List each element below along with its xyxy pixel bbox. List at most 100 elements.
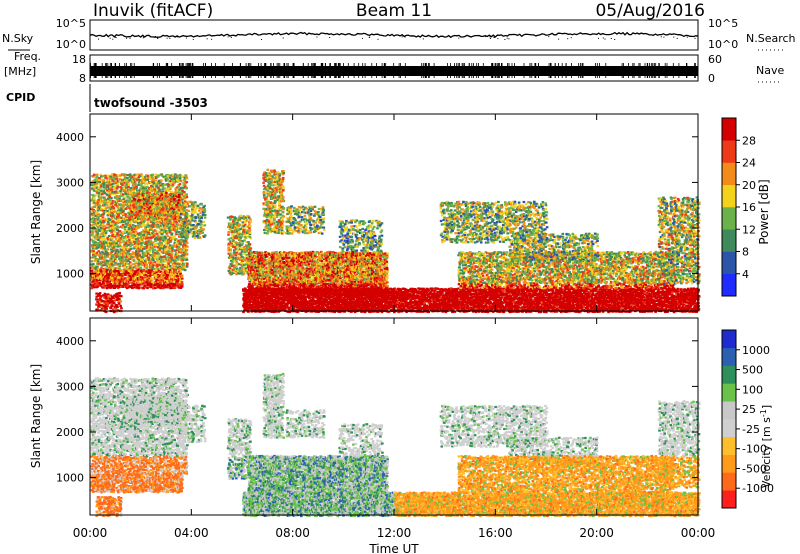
power-cell — [97, 242, 100, 245]
power-cell — [90, 269, 94, 272]
power-cell — [184, 174, 188, 177]
power-cell — [104, 264, 108, 267]
power-cell — [106, 174, 110, 177]
power-cell — [119, 174, 122, 177]
power-cell — [153, 176, 157, 179]
power-cell — [139, 190, 142, 193]
power-cell — [144, 187, 148, 190]
power-cell — [143, 230, 147, 233]
nsearch-point — [156, 37, 158, 39]
power-cell — [153, 237, 157, 240]
power-cell — [119, 225, 123, 228]
power-cell — [124, 174, 128, 177]
power-cell — [179, 220, 183, 223]
power-cell — [135, 240, 139, 243]
power-cell — [140, 249, 144, 252]
power-cell — [156, 203, 159, 206]
power-cell — [133, 180, 137, 183]
power-cell — [136, 237, 140, 240]
power-cell — [109, 244, 112, 247]
power-cell — [100, 175, 103, 178]
power-cell — [96, 201, 100, 204]
power-cell — [98, 206, 101, 209]
power-cell — [154, 257, 157, 260]
nsearch-point — [157, 38, 159, 39]
power-cell — [166, 174, 169, 177]
power-cell — [137, 252, 140, 256]
power-cell — [110, 235, 113, 239]
power-cell — [100, 242, 104, 245]
nsearch-point — [227, 36, 229, 38]
nsearch-point — [614, 39, 616, 40]
power-cell — [172, 237, 176, 240]
power-cell — [236, 246, 239, 249]
power-cell — [173, 209, 177, 212]
power-cell — [169, 223, 173, 226]
power-cell — [138, 193, 142, 196]
power-cell — [97, 178, 101, 181]
power-cell — [133, 225, 136, 228]
power-cell — [96, 247, 99, 250]
power-cell — [128, 248, 132, 251]
power-cell — [257, 251, 260, 254]
power-cell — [132, 259, 136, 262]
power-cell — [198, 236, 202, 239]
power-cell — [99, 252, 102, 255]
power-cell — [94, 181, 98, 184]
power-cell — [158, 181, 162, 184]
power-cell — [137, 189, 140, 192]
power-cell — [145, 185, 149, 188]
power-cell — [186, 234, 189, 237]
cpid-value: twofsound -3503 — [94, 96, 208, 110]
power-cell — [138, 238, 142, 241]
power-cell — [128, 196, 131, 199]
power-cell — [100, 267, 103, 270]
power-cell — [134, 234, 138, 237]
power-cell — [92, 263, 95, 266]
power-cell — [112, 210, 116, 213]
power-cell — [169, 239, 173, 242]
power-cell — [113, 233, 117, 236]
power-cell — [92, 220, 96, 223]
power-cell — [162, 206, 165, 209]
power-cell — [122, 237, 126, 240]
power-cell — [163, 227, 167, 230]
power-cell — [185, 248, 189, 252]
power-cell — [152, 179, 156, 182]
power-cell — [107, 197, 110, 200]
power-cell — [106, 248, 110, 251]
power-cell — [98, 192, 101, 195]
nsearch-point — [230, 36, 232, 38]
power-cell — [112, 259, 116, 262]
power-cell — [136, 234, 139, 237]
power-cell — [130, 235, 133, 238]
power-cell — [169, 252, 172, 255]
power-cell — [157, 254, 160, 257]
power-cell — [100, 178, 104, 181]
power-cell — [98, 189, 102, 192]
power-cell — [125, 238, 128, 241]
power-cell — [153, 267, 156, 270]
power-cell — [248, 229, 252, 232]
power-cell — [156, 264, 159, 267]
power-cell — [112, 240, 116, 243]
power-cell — [135, 185, 138, 188]
power-cell — [145, 254, 149, 257]
power-cell — [95, 232, 98, 235]
power-cell — [186, 262, 189, 265]
nsearch-point — [694, 37, 696, 39]
power-cell — [249, 218, 252, 221]
power-cell — [102, 268, 106, 271]
power-cell — [128, 202, 131, 206]
power-cell — [132, 237, 135, 240]
power-cell — [167, 189, 171, 192]
power-cell — [128, 227, 131, 230]
power-cell — [128, 243, 131, 246]
power-cell — [170, 267, 174, 270]
power-cell — [152, 181, 156, 184]
power-cell — [95, 251, 99, 254]
power-cell — [236, 253, 240, 256]
power-cell — [144, 225, 147, 228]
power-cell — [135, 244, 138, 247]
